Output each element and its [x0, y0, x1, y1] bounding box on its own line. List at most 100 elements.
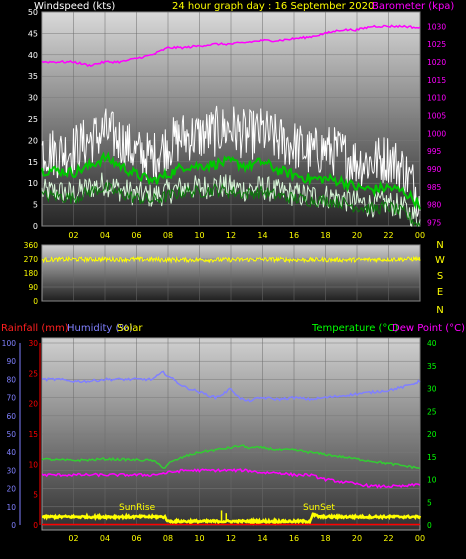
- temperature-tick-label: 30: [427, 385, 437, 394]
- series-layer: [41, 24, 422, 526]
- rainfall-tick-label: 10: [28, 460, 38, 469]
- temperature-tick-label: 35: [427, 362, 437, 371]
- humidity-tick-label: 50: [6, 430, 16, 439]
- temperature-tick-label: 15: [427, 453, 437, 462]
- barometer-tick-label: 975: [427, 218, 442, 227]
- temperature-tick-label: 40: [427, 339, 437, 348]
- barometer-tick-label: 1005: [427, 111, 446, 120]
- windspeed-tick-label: 30: [28, 94, 38, 103]
- wind-x-tick-label: 12: [226, 231, 236, 240]
- temperature-tick-label: 5: [427, 498, 432, 507]
- windspeed-tick-label: 5: [33, 201, 38, 210]
- weather-x-tick-label: 10: [194, 534, 204, 543]
- barometer-tick-label: 1000: [427, 129, 446, 138]
- solar-legend: Solar: [117, 323, 143, 334]
- chart-title: 24 hour graph day : 16 September 2020: [172, 1, 374, 12]
- windspeed-tick-label: 35: [28, 72, 38, 81]
- rainfall-tick-label: 20: [28, 400, 38, 409]
- weather-x-tick-label: 18: [320, 534, 330, 543]
- weather-x-tick-label: 08: [163, 534, 173, 543]
- barometer-axis-title: Barometer (kpa): [372, 1, 454, 12]
- windspeed-series-line: [41, 105, 421, 217]
- humidity-tick-label: 40: [6, 448, 16, 457]
- rainfall-tick-label: 30: [28, 339, 38, 348]
- weather-x-tick-label: 02: [68, 534, 78, 543]
- sunrise-label: SunRise: [119, 503, 156, 513]
- wind-direction-series-line: [41, 255, 421, 264]
- weather-x-tick-label: 14: [257, 534, 267, 543]
- barometer-tick-label: 990: [427, 165, 442, 174]
- temperature-tick-label: 20: [427, 430, 437, 439]
- windspeed-tick-label: 50: [28, 8, 38, 17]
- weather-x-tick-label: 12: [226, 534, 236, 543]
- grid-lines: [19, 11, 421, 526]
- barometer-tick-label: 1015: [427, 76, 446, 85]
- humidity-tick-label: 60: [6, 412, 16, 421]
- wind-x-tick-label: 22: [383, 231, 393, 240]
- rainfall-tick-label: 15: [28, 430, 38, 439]
- windspeed-axis-title: Windspeed (kts): [34, 1, 115, 12]
- wind-x-tick-label: 10: [194, 231, 204, 240]
- sunset-label: SunSet: [303, 503, 335, 513]
- weather-x-tick-label: 00: [415, 534, 425, 543]
- humidity-tick-label: 20: [6, 485, 16, 494]
- direction-tick-label: 90: [28, 283, 38, 292]
- temperature-legend: Temperature (°C): [311, 323, 398, 334]
- wind-x-tick-label: 02: [68, 231, 78, 240]
- wind-x-tick-label: 04: [100, 231, 110, 240]
- direction-tick-label: 360: [24, 241, 39, 250]
- temperature-series-line: [41, 444, 421, 470]
- temperature-tick-label: 25: [427, 407, 437, 416]
- humidity-tick-label: 100: [2, 339, 17, 348]
- humidity-tick-label: 80: [6, 375, 16, 384]
- humidity-tick-label: 10: [6, 503, 16, 512]
- compass-label: W: [435, 255, 445, 266]
- rainfall-tick-label: 0: [33, 521, 38, 530]
- barometer-tick-label: 1020: [427, 58, 446, 67]
- compass-label: N: [436, 305, 443, 316]
- humidity-tick-label: 70: [6, 394, 16, 403]
- compass-label: N: [436, 240, 443, 251]
- windspeed-tick-label: 15: [28, 158, 38, 167]
- direction-tick-label: 270: [24, 255, 39, 264]
- windspeed-tick-label: 40: [28, 51, 38, 60]
- temperature-tick-label: 0: [427, 521, 432, 530]
- barometer-tick-label: 985: [427, 183, 442, 192]
- barometer-tick-label: 980: [427, 201, 442, 210]
- barometer-tick-label: 1030: [427, 22, 446, 31]
- compass-label: E: [437, 287, 443, 298]
- weather-x-tick-label: 16: [289, 534, 299, 543]
- barometer-series-line: [41, 24, 421, 68]
- windspeed-tick-label: 10: [28, 179, 38, 188]
- dewpoint-legend: Dew Point (°C): [392, 323, 465, 334]
- wind-x-tick-label: 16: [289, 231, 299, 240]
- wind-x-tick-label: 18: [320, 231, 330, 240]
- dewpoint-series-line: [41, 467, 421, 489]
- windspeed-tick-label: 0: [33, 222, 38, 231]
- humidity-legend: Humidity (%): [67, 323, 133, 334]
- gust-series-line: [41, 172, 421, 227]
- humidity-tick-label: 30: [6, 466, 16, 475]
- weather-x-tick-label: 06: [131, 534, 141, 543]
- humidity-series-line: [41, 370, 421, 403]
- solar-series-line: [41, 512, 422, 526]
- rainfall-tick-label: 5: [33, 491, 38, 500]
- direction-tick-label: 180: [24, 269, 39, 278]
- temperature-tick-label: 10: [427, 476, 437, 485]
- rainfall-tick-label: 25: [28, 369, 38, 378]
- barometer-tick-label: 1010: [427, 94, 446, 103]
- barometer-tick-label: 995: [427, 147, 442, 156]
- weather-x-tick-label: 04: [100, 534, 110, 543]
- wind-average-series-line: [41, 151, 421, 210]
- wind-x-tick-label: 06: [131, 231, 141, 240]
- wind-lull-series-line: [41, 182, 421, 228]
- wind-x-tick-label: 20: [352, 231, 362, 240]
- compass-label: S: [437, 271, 443, 282]
- windspeed-tick-label: 20: [28, 136, 38, 145]
- wind-x-tick-label: 08: [163, 231, 173, 240]
- wind-x-tick-label: 14: [257, 231, 267, 240]
- rainfall-legend: Rainfall (mm): [1, 323, 69, 334]
- windspeed-tick-label: 45: [28, 29, 38, 38]
